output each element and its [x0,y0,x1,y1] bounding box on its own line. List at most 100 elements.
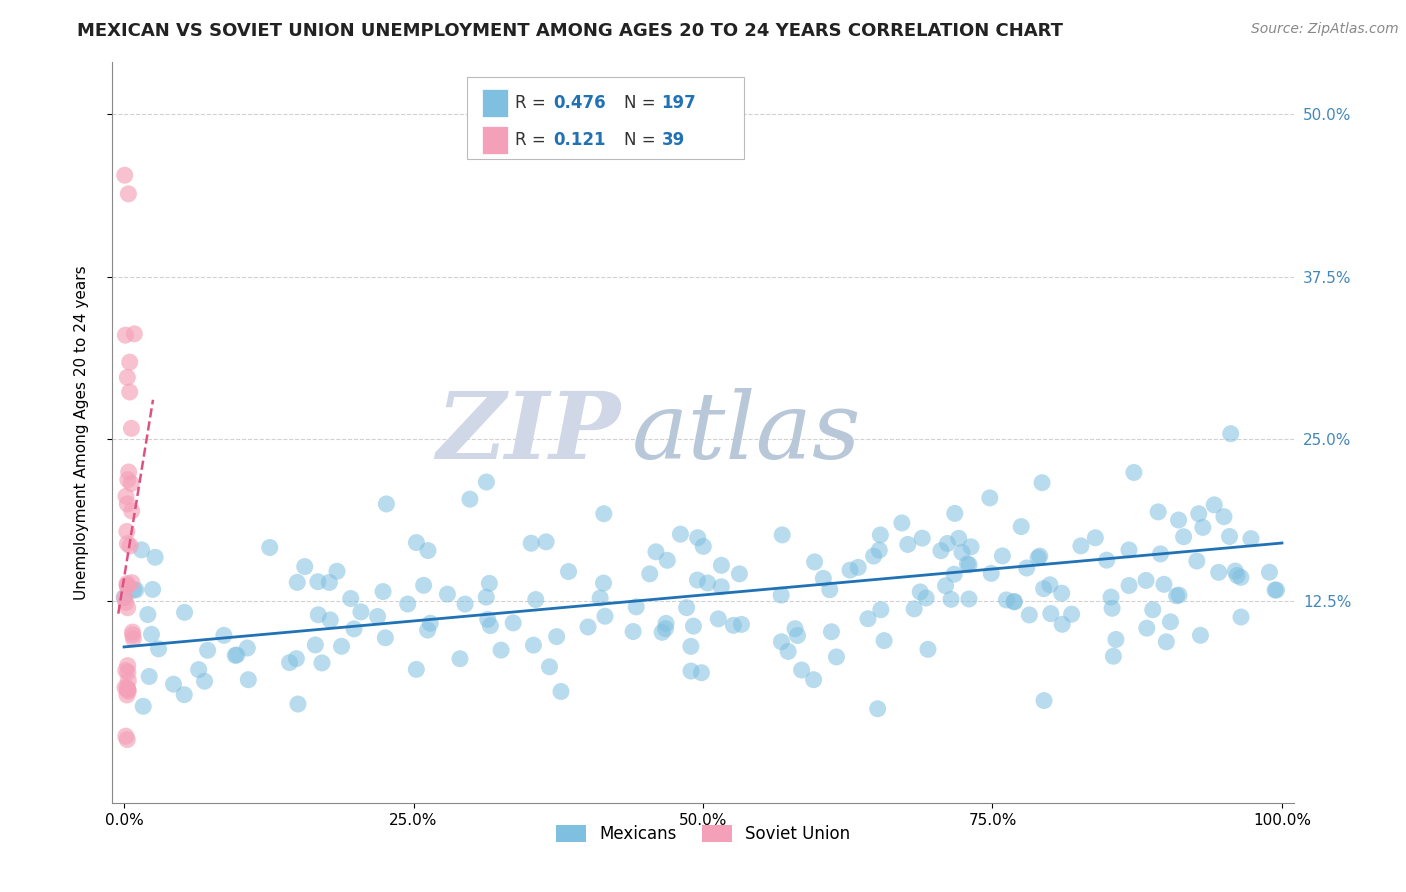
Text: 0.476: 0.476 [553,95,606,112]
Point [1159,615,1181,629]
Point [1230,570,1253,584]
Point [915,591,938,605]
Point [621,624,644,639]
Point [908,585,931,599]
Point [148,641,170,656]
Point [957,558,980,572]
Point [1010,519,1032,533]
Point [1031,475,1053,490]
Point [1185,554,1208,568]
Point [1026,550,1049,565]
Point [682,619,704,633]
Point [522,638,544,652]
Point [224,648,246,663]
Point [936,536,959,550]
Point [416,543,439,558]
Point [979,491,1001,505]
Point [538,660,561,674]
Point [1015,561,1038,575]
Point [846,560,869,574]
Point [939,592,962,607]
Point [367,609,389,624]
Point [686,531,709,545]
Point [803,555,825,569]
Point [436,587,458,601]
Point [120,476,142,491]
Point [1095,553,1118,567]
Point [534,534,557,549]
Point [1102,649,1125,664]
Point [546,630,568,644]
Point [818,582,841,597]
Point [1208,566,1230,580]
Point [142,582,165,597]
Text: N =: N = [624,131,666,149]
Point [869,528,891,542]
Point [278,656,301,670]
Point [710,558,733,573]
Point [132,699,155,714]
Point [117,684,139,698]
Point [115,688,138,702]
Point [960,540,983,554]
Point [1002,595,1025,609]
Point [405,535,427,549]
Point [1213,509,1236,524]
Point [690,665,713,680]
Bar [482,89,508,117]
Point [115,576,138,591]
Bar [482,126,508,154]
Point [654,622,676,636]
Point [1101,601,1123,615]
Point [259,541,281,555]
Point [117,370,139,384]
Text: ZIP: ZIP [436,388,620,477]
Point [114,681,136,695]
Point [1192,520,1215,534]
Point [117,536,139,550]
Point [1084,531,1107,545]
Point [778,644,800,658]
Point [869,603,891,617]
Y-axis label: Unemployment Among Ages 20 to 24 years: Unemployment Among Ages 20 to 24 years [75,265,89,600]
Point [1118,543,1140,558]
Point [1156,635,1178,649]
Point [1167,513,1189,527]
Point [770,588,793,602]
Point [117,497,139,511]
Text: MEXICAN VS SOVIET UNION UNEMPLOYMENT AMONG AGES 20 TO 24 YEARS CORRELATION CHART: MEXICAN VS SOVIET UNION UNEMPLOYMENT AMO… [77,22,1063,40]
Point [1039,607,1062,621]
Point [138,669,160,683]
Point [131,542,153,557]
Point [957,591,980,606]
Text: N =: N = [624,95,661,112]
Point [475,475,498,489]
Point [550,684,572,698]
Point [868,543,890,558]
Point [114,168,136,182]
Point [477,612,499,626]
Point [645,545,668,559]
Text: atlas: atlas [633,388,862,477]
Point [121,504,143,518]
Point [122,632,145,646]
Point [730,617,752,632]
Point [343,622,366,636]
Point [114,328,136,343]
Point [903,602,925,616]
Point [770,634,793,648]
Point [1135,574,1157,588]
Point [679,640,702,654]
Point [115,578,138,592]
Point [1050,617,1073,632]
Point [114,591,136,605]
Point [162,677,184,691]
Point [173,606,195,620]
Point [911,531,934,545]
Point [1258,565,1281,579]
Point [307,574,329,589]
Point [502,615,524,630]
Point [124,326,146,341]
Point [950,545,973,559]
Point [624,599,647,614]
